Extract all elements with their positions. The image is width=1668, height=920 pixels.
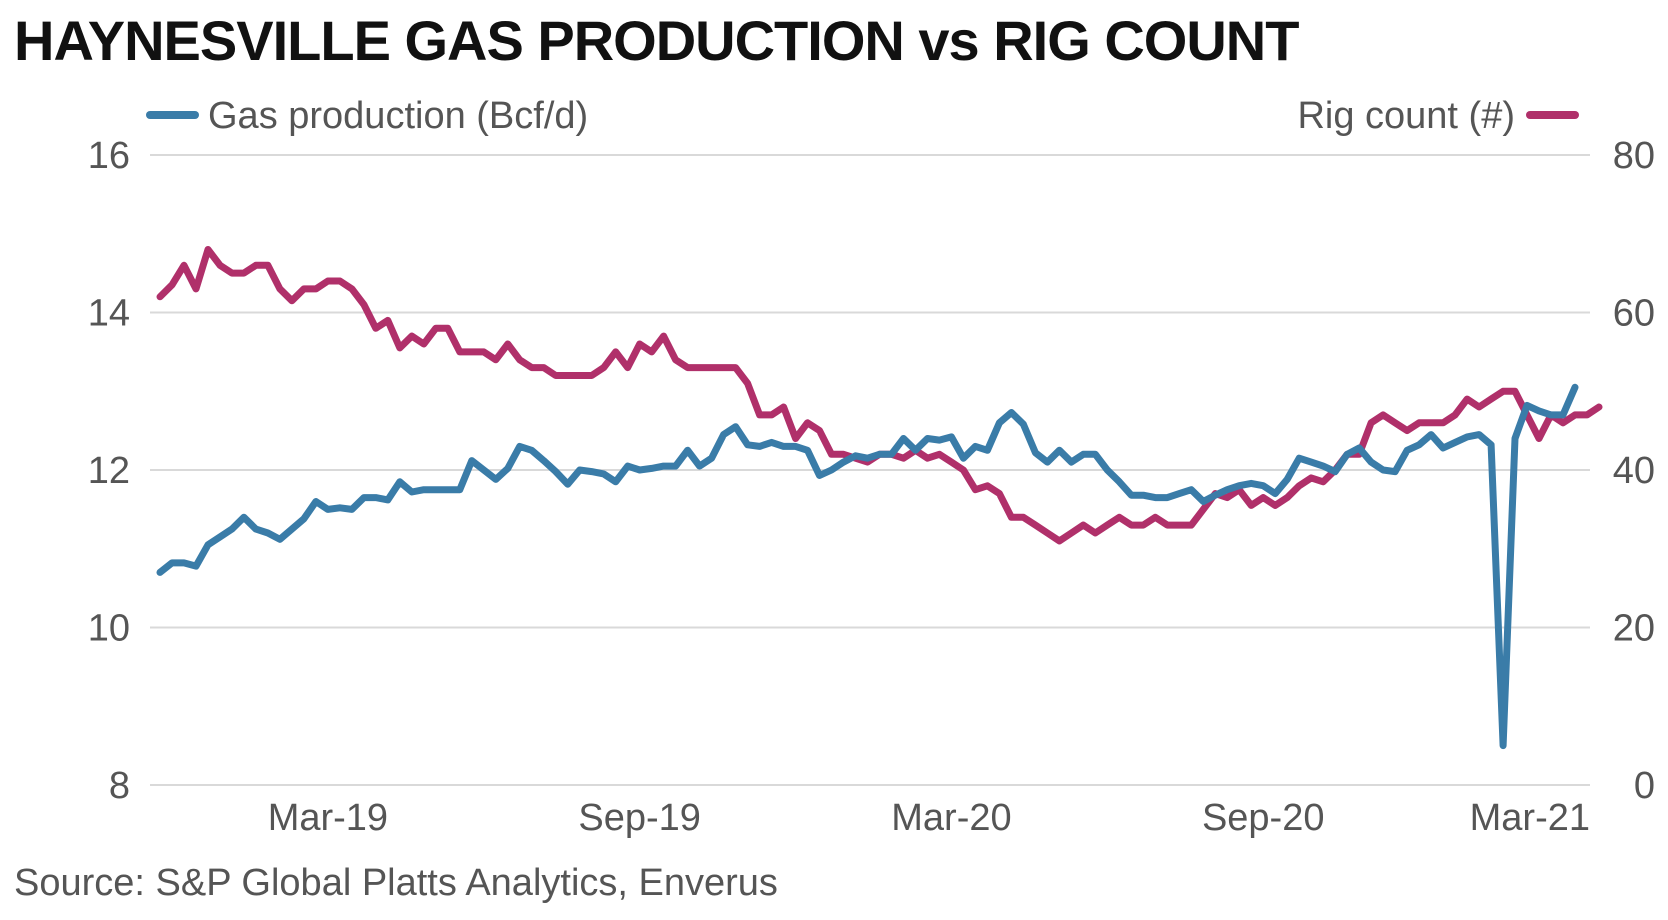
y-right-tick-label: 60: [1613, 293, 1655, 335]
x-tick-label: Mar-20: [891, 797, 1011, 839]
left-axis-ticks: 8 10 12 14 16: [88, 135, 130, 807]
y-left-tick-label: 8: [109, 765, 130, 807]
x-tick-label: Mar-21: [1470, 797, 1590, 839]
y-right-tick-label: 0: [1634, 765, 1655, 807]
y-right-tick-label: 40: [1613, 450, 1655, 492]
right-axis-ticks: 0 20 40 60 80: [1613, 135, 1655, 807]
gas-production-line: [156, 383, 1579, 750]
legend-label-rig: Rig count (#): [1297, 95, 1515, 137]
x-tick-label: Sep-20: [1202, 797, 1325, 839]
x-axis-ticks: Mar-19 Sep-19 Mar-20 Sep-20 Mar-21: [268, 797, 1590, 839]
series-lines: [156, 246, 1603, 750]
source-note: Source: S&P Global Platts Analytics, Env…: [14, 862, 778, 904]
y-left-tick-label: 10: [88, 608, 130, 650]
legend: Gas production (Bcf/d) Rig count (#): [146, 95, 1579, 137]
chart-title: HAYNESVILLE GAS PRODUCTION vs RIG COUNT: [14, 9, 1299, 72]
y-left-tick-label: 14: [88, 293, 130, 335]
x-tick-label: Mar-19: [268, 797, 388, 839]
y-left-tick-label: 16: [88, 135, 130, 177]
x-tick-label: Sep-19: [578, 797, 701, 839]
gridlines: [150, 154, 1590, 786]
legend-label-gas: Gas production (Bcf/d): [208, 95, 588, 137]
y-right-tick-label: 20: [1613, 608, 1655, 650]
y-left-tick-label: 12: [88, 450, 130, 492]
y-right-tick-label: 80: [1613, 135, 1655, 177]
